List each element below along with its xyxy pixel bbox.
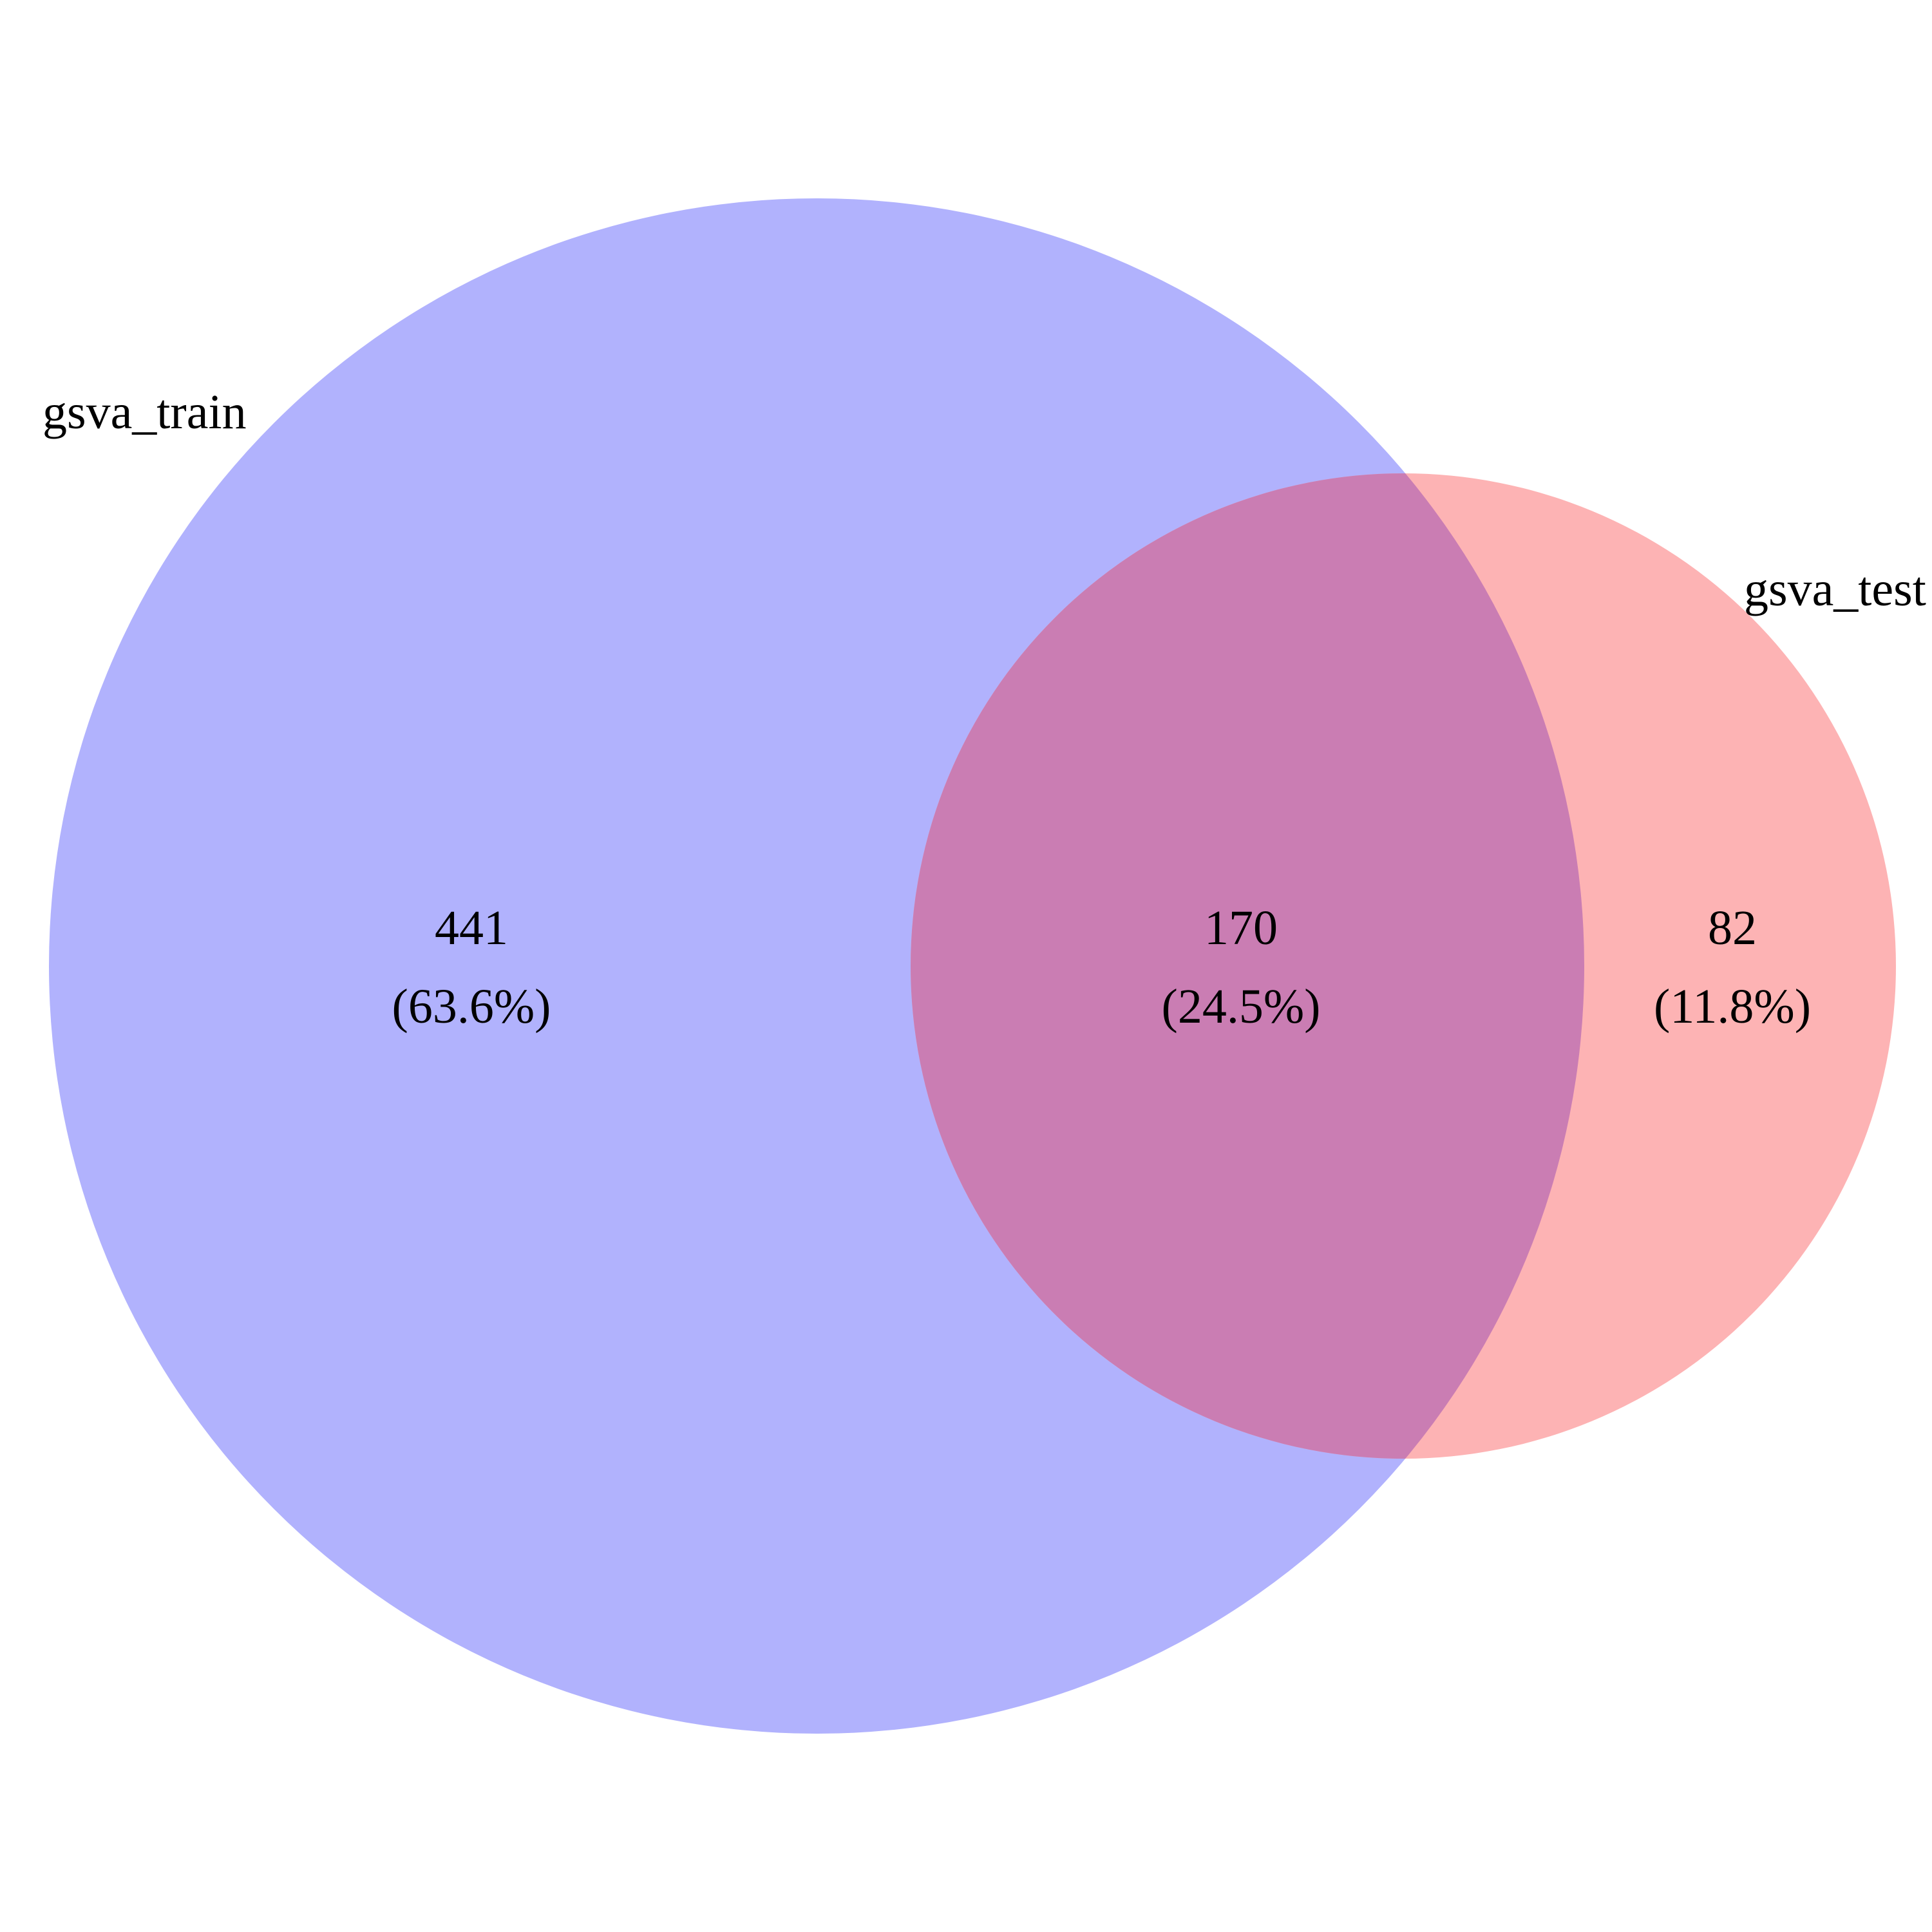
region-test-only-count: 82 [1708,901,1757,955]
set-label-gsva-test: gsva_test [1744,562,1926,616]
region-both-percent: (24.5%) [1162,980,1321,1034]
region-train-only-percent: (63.6%) [392,980,551,1034]
region-train-only-count: 441 [435,901,508,955]
set-label-gsva-train: gsva_train [43,385,247,439]
region-test-only-percent: (11.8%) [1654,980,1811,1034]
region-both-count: 170 [1204,901,1278,955]
overlap-region [911,473,1584,1459]
